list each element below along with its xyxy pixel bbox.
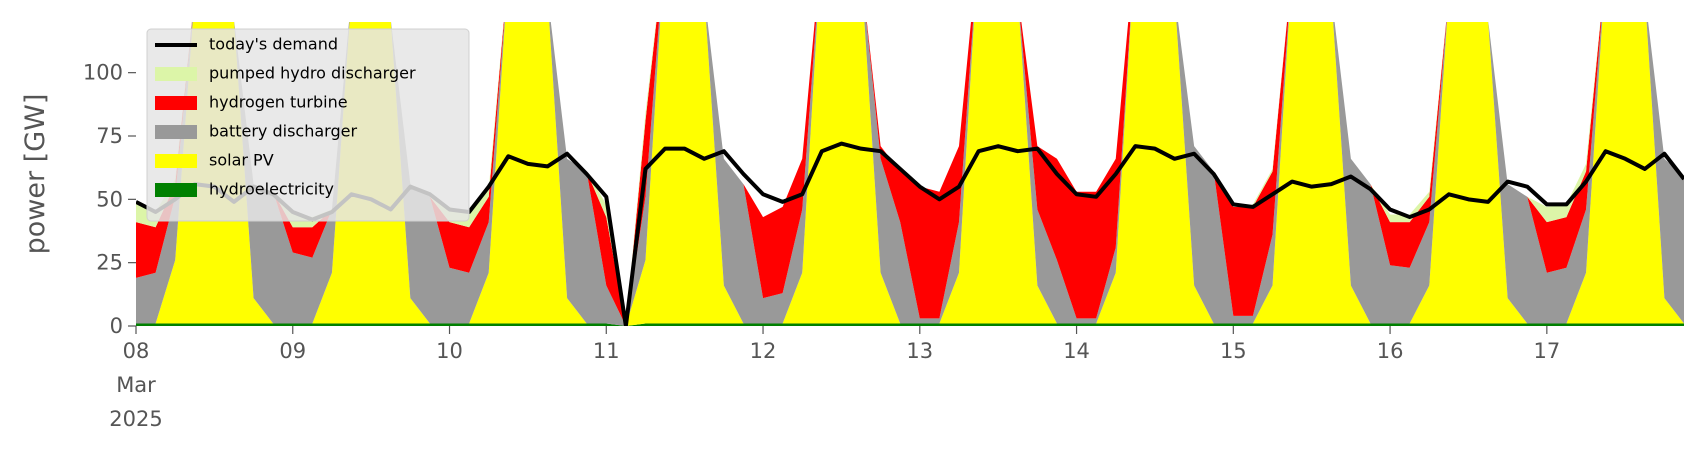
area: [136, 22, 1684, 326]
legend-swatch: [155, 183, 197, 197]
x-tick-label: 12: [750, 339, 777, 363]
x-tick-label: 09: [279, 339, 306, 363]
legend-label: pumped hydro discharger: [209, 64, 416, 83]
legend-box: [146, 28, 470, 222]
legend-swatch: [155, 67, 197, 81]
y-axis-label: power [GW]: [20, 94, 51, 255]
legend-label: battery discharger: [209, 122, 357, 141]
legend-label: hydrogen turbine: [209, 93, 348, 112]
legend-label: hydroelectricity: [209, 180, 334, 199]
y-tick-label: 75: [96, 124, 123, 148]
y-tick-label: 50: [96, 187, 123, 211]
area: [136, 323, 1684, 326]
x-tick-label: 16: [1377, 339, 1404, 363]
axes: 0 25 50 75 100 08 Mar 2025 09 10 11 12 13 14 15 16 17: [83, 61, 1560, 431]
x-tick-label: 17: [1533, 339, 1560, 363]
x-tick-label: 13: [906, 339, 933, 363]
area: [136, 22, 1684, 326]
x-tick-label: 15: [1220, 339, 1247, 363]
x-tick-label: 11: [593, 339, 620, 363]
x-tick-label: 08 Mar 2025: [109, 339, 162, 431]
legend-swatch: [155, 154, 197, 168]
x-tick-label: 14: [1063, 339, 1090, 363]
legend-swatch: [155, 96, 197, 110]
x-tick-label: 10: [436, 339, 463, 363]
y-tick-label: 100: [83, 61, 123, 85]
legend-label: today's demand: [209, 35, 338, 54]
y-tick-label: 25: [96, 251, 123, 275]
legend: today's demand pumped hydro discharger hyd…: [146, 28, 470, 222]
y-tick-label: 0: [110, 314, 123, 338]
area: [136, 22, 1684, 326]
legend-label: solar PV: [209, 151, 274, 170]
legend-swatch: [155, 125, 197, 139]
